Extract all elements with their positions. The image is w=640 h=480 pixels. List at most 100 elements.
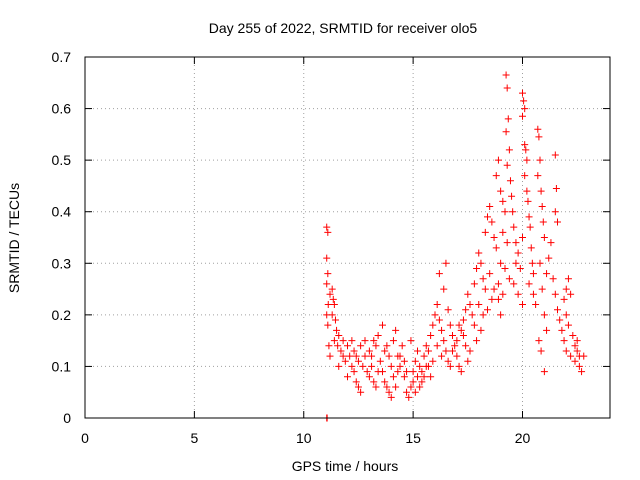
y-tick-label: 0.1 (52, 358, 72, 374)
data-point (400, 373, 408, 381)
data-point (335, 362, 343, 370)
data-point (571, 342, 579, 350)
data-point (502, 71, 510, 79)
data-point (486, 270, 494, 278)
data-point (503, 84, 511, 92)
data-point (534, 125, 542, 133)
data-point (503, 161, 511, 169)
data-point (330, 301, 338, 309)
axis-ticks: 0 5 10 15 20 0 0.1 0.2 0.3 0.4 0.5 0.6 0.7 (52, 49, 610, 446)
data-point (519, 112, 526, 120)
data-point (484, 306, 491, 314)
data-point (519, 89, 526, 97)
data-point (523, 187, 531, 195)
y-tick-label: 0.4 (52, 204, 72, 220)
data-point (567, 290, 575, 298)
data-point (323, 223, 331, 231)
data-point (431, 311, 439, 319)
data-point (521, 172, 529, 180)
data-point (329, 295, 337, 303)
data-point (529, 270, 537, 278)
data-point (514, 290, 522, 298)
data-point (519, 234, 526, 241)
data-point (554, 306, 561, 314)
data-point (352, 352, 360, 360)
data-point (442, 347, 450, 355)
data-point (429, 357, 437, 365)
data-point (352, 378, 360, 386)
data-point (348, 337, 356, 345)
data-point (435, 270, 443, 278)
data-point (433, 301, 441, 309)
data-point (328, 311, 336, 319)
data-point (438, 326, 446, 334)
data-point (387, 362, 395, 370)
data-point (477, 326, 485, 334)
data-point (363, 368, 371, 376)
data-point (334, 342, 342, 350)
data-point (562, 347, 570, 355)
data-point (537, 347, 545, 355)
data-point (411, 357, 419, 365)
data-point (427, 331, 435, 339)
data-point (400, 357, 408, 365)
data-point (540, 234, 548, 241)
data-point (473, 337, 481, 345)
data-point (545, 254, 553, 262)
data-point (494, 156, 502, 164)
data-point (551, 208, 559, 216)
chart-title: Day 255 of 2022, SRMTID for receiver olo… (209, 20, 478, 36)
data-point (429, 321, 437, 329)
data-point (339, 352, 347, 360)
data-point (509, 208, 517, 216)
data-point (540, 311, 548, 319)
data-point (562, 285, 570, 293)
data-point (475, 301, 483, 309)
data-point (392, 383, 400, 391)
data-point (414, 347, 421, 355)
data-point (551, 151, 559, 159)
data-point (359, 362, 367, 370)
y-axis-label: SRMTID / TECUs (6, 183, 22, 293)
data-point (324, 270, 332, 278)
data-point (525, 280, 533, 288)
data-point (521, 141, 529, 149)
data-point (494, 295, 502, 303)
data-point (504, 115, 512, 123)
data-point (501, 264, 509, 272)
data-point (455, 362, 463, 370)
data-point (578, 368, 586, 376)
y-tick-label: 0.2 (52, 307, 72, 323)
data-point (488, 295, 496, 303)
data-point (481, 285, 489, 293)
data-point (407, 337, 415, 345)
data-point (370, 337, 378, 345)
data-point (394, 352, 402, 360)
data-point (379, 368, 386, 376)
data-point (333, 326, 341, 334)
data-point (444, 306, 452, 314)
data-point (528, 259, 536, 267)
data-point (573, 337, 581, 345)
data-point (502, 128, 510, 136)
data-point (497, 187, 505, 195)
data-point (392, 326, 400, 334)
y-tick-label: 0.7 (52, 49, 72, 65)
data-point (416, 362, 424, 370)
data-point (324, 321, 332, 329)
data-point (357, 388, 365, 396)
data-point (549, 275, 557, 283)
data-point (335, 331, 343, 339)
data-point (407, 383, 415, 391)
data-point (567, 352, 575, 360)
data-point (324, 228, 332, 236)
data-point (331, 316, 339, 324)
data-point (499, 197, 507, 205)
data-point (385, 388, 393, 396)
data-point (523, 156, 531, 164)
data-point (536, 156, 544, 164)
data-point (403, 388, 411, 396)
data-point (383, 342, 391, 350)
data-point (370, 378, 378, 386)
data-point (389, 373, 397, 381)
